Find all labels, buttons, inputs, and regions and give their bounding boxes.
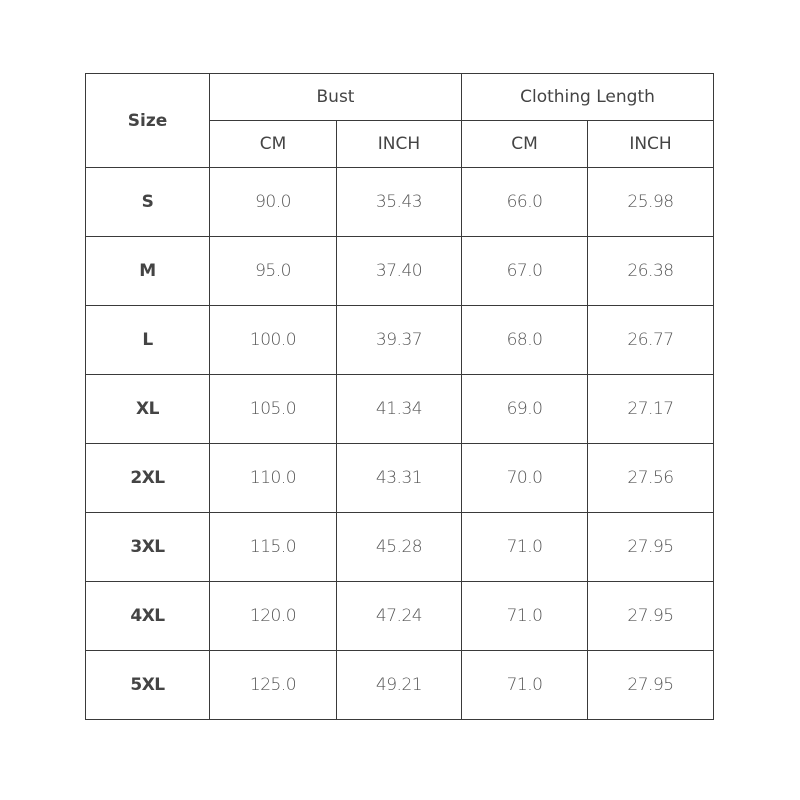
size-cell: 4XL	[85, 581, 210, 651]
size-cell: L	[85, 305, 210, 375]
size-chart-table: Size Bust Clothing Length CM INCH CM INC…	[85, 73, 715, 720]
size-cell: 2XL	[85, 443, 210, 513]
length-inch-cell: 26.77	[586, 305, 715, 375]
bust-inch-cell: 41.34	[336, 374, 462, 444]
table-row: 4XL 120.0 47.24 71.0 27.95	[85, 581, 715, 651]
header-size: Size	[85, 73, 210, 168]
length-inch-cell: 27.56	[586, 443, 715, 513]
bust-inch-cell: 35.43	[336, 167, 462, 237]
bust-inch-cell: 45.28	[336, 512, 462, 582]
header-clothing-length: Clothing Length	[460, 73, 715, 121]
size-cell: M	[85, 236, 210, 306]
length-cm-cell: 70.0	[461, 443, 588, 513]
table-row: M 95.0 37.40 67.0 26.38	[85, 236, 715, 306]
length-cm-cell: 69.0	[461, 374, 588, 444]
table-row: 3XL 115.0 45.28 71.0 27.95	[85, 512, 715, 582]
header-bust-inch: INCH	[336, 120, 462, 168]
size-cell: XL	[85, 374, 210, 444]
bust-cm-cell: 120.0	[209, 581, 337, 651]
bust-inch-cell: 37.40	[336, 236, 462, 306]
length-cm-cell: 71.0	[461, 512, 588, 582]
length-cm-cell: 71.0	[461, 650, 588, 720]
bust-cm-cell: 90.0	[209, 167, 337, 237]
bust-inch-cell: 39.37	[336, 305, 462, 375]
bust-cm-cell: 115.0	[209, 512, 337, 582]
header-bust: Bust	[209, 73, 462, 121]
bust-cm-cell: 105.0	[209, 374, 337, 444]
header-length-cm: CM	[461, 120, 588, 168]
table-row: S 90.0 35.43 66.0 25.98	[85, 167, 715, 237]
size-cell: 3XL	[85, 512, 210, 582]
length-inch-cell: 27.17	[586, 374, 715, 444]
length-inch-cell: 27.95	[586, 581, 715, 651]
length-inch-cell: 27.95	[586, 512, 715, 582]
size-cell: S	[85, 167, 210, 237]
table-row: XL 105.0 41.34 69.0 27.17	[85, 374, 715, 444]
table-row: L 100.0 39.37 68.0 26.77	[85, 305, 715, 375]
bust-cm-cell: 110.0	[209, 443, 337, 513]
table-row: 2XL 110.0 43.31 70.0 27.56	[85, 443, 715, 513]
bust-cm-cell: 95.0	[209, 236, 337, 306]
bust-inch-cell: 43.31	[336, 443, 462, 513]
bust-cm-cell: 100.0	[209, 305, 337, 375]
size-cell: 5XL	[85, 650, 210, 720]
bust-inch-cell: 49.21	[336, 650, 462, 720]
length-cm-cell: 67.0	[461, 236, 588, 306]
length-cm-cell: 66.0	[461, 167, 588, 237]
header-bust-cm: CM	[209, 120, 337, 168]
table-row: 5XL 125.0 49.21 71.0 27.95	[85, 650, 715, 720]
header-length-inch: INCH	[586, 120, 715, 168]
bust-cm-cell: 125.0	[209, 650, 337, 720]
length-cm-cell: 68.0	[461, 305, 588, 375]
length-cm-cell: 71.0	[461, 581, 588, 651]
length-inch-cell: 26.38	[586, 236, 715, 306]
length-inch-cell: 25.98	[586, 167, 715, 237]
length-inch-cell: 27.95	[586, 650, 715, 720]
bust-inch-cell: 47.24	[336, 581, 462, 651]
